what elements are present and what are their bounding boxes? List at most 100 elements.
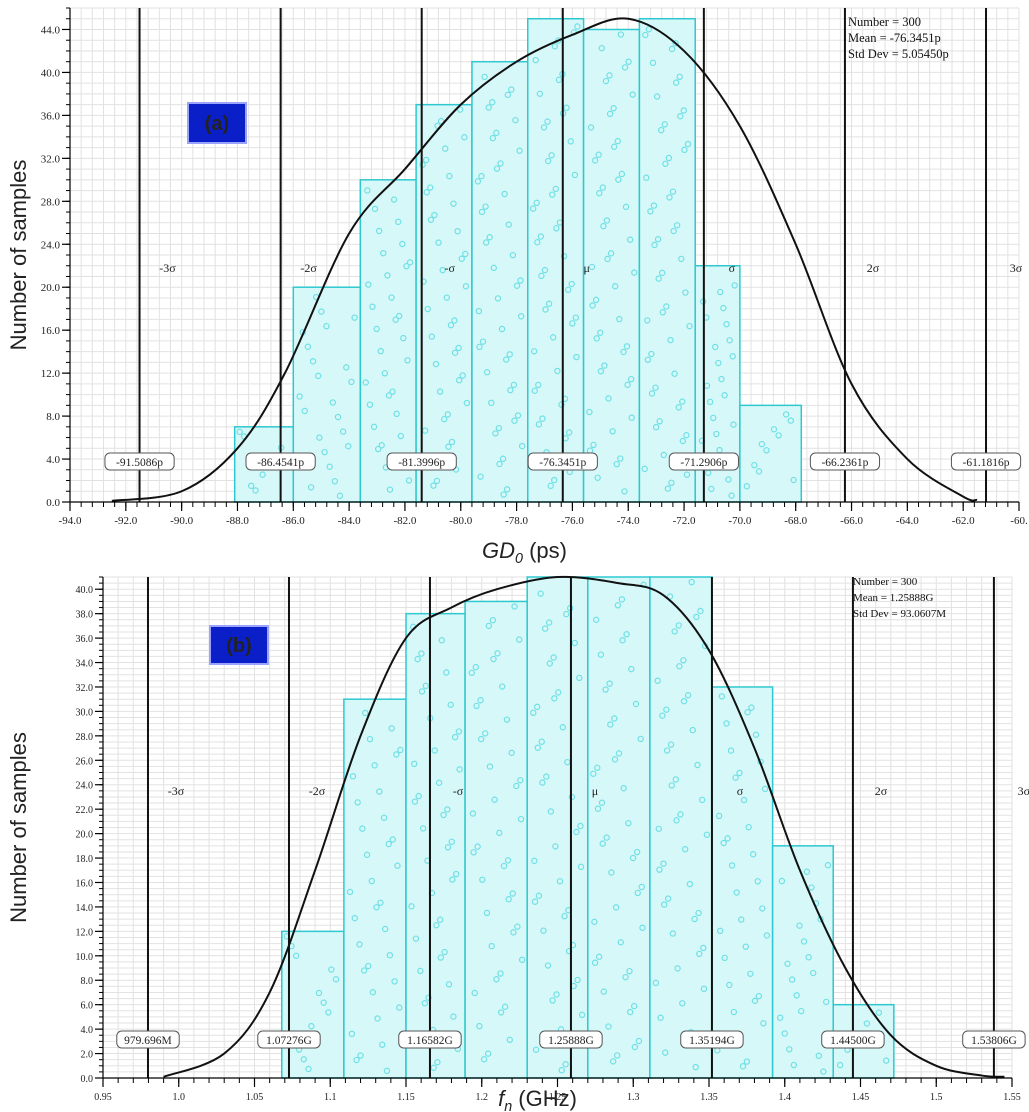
sample-marker (483, 909, 491, 917)
sigma-value-label: -81.3996p (398, 457, 445, 469)
sample-marker (749, 851, 757, 858)
histogram-bar (582, 28, 641, 503)
y-tick-label: 32.0 (76, 683, 94, 694)
y-tick-label: 0.0 (46, 497, 60, 509)
sample-marker (540, 927, 547, 934)
sample-marker (744, 709, 751, 716)
sample-marker (497, 970, 504, 977)
sample-marker (567, 138, 574, 145)
sample-marker (455, 344, 462, 352)
sample-marker (397, 746, 404, 754)
sample-marker (665, 154, 673, 162)
sample-marker (538, 738, 545, 745)
sample-marker (824, 862, 832, 869)
sample-marker (437, 954, 445, 961)
sample-marker (482, 239, 490, 246)
sample-marker (386, 951, 394, 959)
sigma-value-label: 1.25888G (548, 1035, 594, 1047)
sample-marker (601, 362, 608, 369)
sample-marker (513, 282, 521, 289)
sample-marker (790, 476, 797, 484)
sample-marker (484, 1050, 492, 1057)
x-tick-label: 1.25 (549, 1092, 567, 1103)
sample-marker (461, 134, 468, 141)
sample-marker (592, 296, 600, 304)
sample-marker (455, 728, 463, 735)
sample-marker (659, 712, 666, 719)
sample-marker (863, 1020, 871, 1027)
sigma-value-box (257, 1030, 321, 1049)
sample-marker (611, 756, 619, 763)
sample-marker (615, 176, 622, 183)
sample-marker (667, 741, 675, 748)
sigma-value-label: -61.1816p (963, 457, 1010, 469)
sample-marker (760, 1020, 767, 1027)
panel-badge-label: (a) (205, 113, 229, 135)
fit-curve (163, 575, 1005, 1078)
sample-marker (632, 700, 640, 708)
sample-marker (551, 695, 558, 702)
y-tick-label: 32.0 (41, 153, 61, 165)
sample-marker (442, 145, 449, 152)
sample-marker (374, 1015, 381, 1022)
sample-marker (434, 1059, 441, 1066)
sample-marker (493, 129, 500, 137)
sample-marker (533, 703, 541, 711)
sample-marker (332, 976, 340, 983)
sample-marker (724, 835, 731, 842)
sample-marker (590, 770, 597, 777)
y-tick-label: 38.0 (76, 610, 94, 621)
sample-marker (500, 491, 507, 498)
sample-marker (353, 1056, 360, 1064)
stats-line: Mean = -76.3451p (848, 31, 941, 45)
sample-marker (440, 811, 447, 819)
sample-marker (631, 1043, 639, 1051)
sigma-symbols: -3σ -2σ -σ μ σ 2σ 3σ (159, 261, 1022, 275)
sample-marker (517, 313, 525, 320)
sample-marker (323, 322, 330, 330)
sample-marker (617, 939, 624, 946)
x-tick-label: -82.0 (393, 515, 416, 527)
x-axis-title: fn (GHz) (498, 1086, 577, 1112)
sample-marker (619, 637, 626, 644)
sample-marker (386, 486, 394, 493)
sample-marker (676, 663, 683, 670)
sample-marker (660, 451, 667, 459)
sigma-value-label: 1.44500G (830, 1035, 876, 1047)
sample-marker (622, 203, 630, 211)
sample-marker (781, 1030, 788, 1037)
sample-marker (408, 903, 415, 910)
sample-marker (595, 953, 603, 960)
sample-marker (305, 1065, 312, 1073)
sample-marker (560, 252, 568, 260)
sample-marker (551, 43, 559, 50)
sample-marker (451, 349, 459, 356)
sample-marker (539, 779, 546, 786)
sample-marker (385, 840, 392, 848)
sample-marker (493, 165, 501, 172)
fit-curve (111, 17, 978, 502)
sample-marker (739, 1063, 747, 1070)
x-tick-label: -92.0 (114, 515, 137, 527)
sample-marker (516, 147, 523, 154)
x-tick-label: 1.05 (246, 1092, 264, 1103)
sample-marker (448, 838, 455, 845)
sample-marker (617, 455, 624, 462)
sample-marker (417, 967, 424, 975)
sample-marker (489, 617, 497, 624)
sample-marker (573, 828, 580, 836)
sample-marker (600, 988, 607, 995)
sample-marker (677, 113, 684, 120)
sample-marker (778, 877, 786, 885)
sample-marker (445, 443, 452, 450)
sample-marker (718, 693, 726, 700)
sample-marker (486, 234, 493, 241)
y-tick-label: 0.0 (81, 1074, 94, 1085)
sample-marker (451, 733, 459, 741)
y-tick-label: 36.0 (76, 634, 94, 645)
sample-marker (745, 823, 752, 831)
sample-marker (675, 622, 682, 629)
sample-marker (532, 56, 539, 64)
x-tick-label: 0.95 (94, 1092, 112, 1103)
sample-marker (404, 357, 411, 364)
